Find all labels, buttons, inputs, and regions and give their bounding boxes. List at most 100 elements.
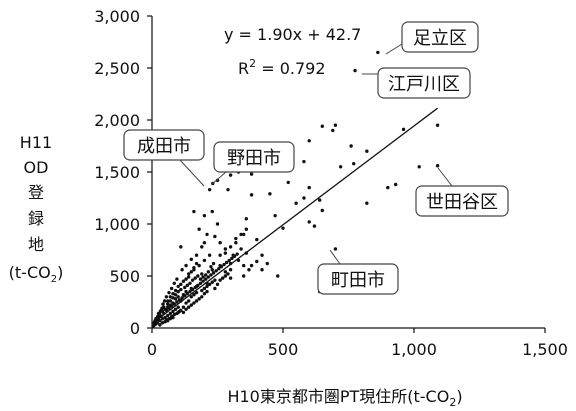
data-point xyxy=(249,193,254,197)
x-axis-title: H10東京都市圏PT現住所(t-CO2) xyxy=(227,387,462,409)
data-point xyxy=(242,263,246,268)
data-point xyxy=(169,304,174,308)
data-point xyxy=(197,263,201,268)
data-point xyxy=(173,297,178,301)
data-point xyxy=(294,201,298,205)
data-point xyxy=(302,196,306,200)
data-point xyxy=(200,295,204,299)
data-point xyxy=(265,261,269,266)
data-point xyxy=(353,68,357,73)
y-tick-label: 2,500 xyxy=(94,59,140,78)
data-point xyxy=(184,301,188,305)
data-point xyxy=(210,209,214,214)
data-point xyxy=(223,251,228,255)
data-point xyxy=(175,300,179,304)
data-point xyxy=(211,261,216,266)
data-point xyxy=(228,245,233,249)
data-point xyxy=(177,298,182,302)
data-point xyxy=(312,224,317,228)
data-point xyxy=(249,263,254,268)
data-point xyxy=(386,185,390,190)
data-point xyxy=(207,253,212,257)
data-point xyxy=(219,264,224,269)
data-point xyxy=(180,296,184,300)
data-point xyxy=(173,288,178,293)
callout-setagaya: 世田谷区 xyxy=(415,167,509,217)
data-point xyxy=(163,320,167,324)
callout-label: 成田市 xyxy=(137,136,191,157)
data-point xyxy=(172,302,176,306)
data-point xyxy=(228,173,233,177)
data-point xyxy=(202,291,207,296)
data-point xyxy=(173,293,178,297)
callout-label: 野田市 xyxy=(227,148,281,169)
data-point xyxy=(189,295,193,299)
data-point xyxy=(184,307,188,311)
data-point xyxy=(209,273,213,277)
data-point xyxy=(230,256,234,261)
data-point xyxy=(193,285,197,290)
data-point xyxy=(168,316,173,321)
data-point xyxy=(217,267,221,271)
regression-equation: y = 1.90x + 42.7 xyxy=(224,25,361,44)
y-axis-title-line: 地 xyxy=(28,235,44,254)
data-point xyxy=(169,286,174,291)
data-point xyxy=(365,201,369,205)
data-point xyxy=(205,284,209,289)
data-point xyxy=(393,182,398,187)
data-point xyxy=(168,299,173,303)
trendline xyxy=(151,107,438,325)
data-point xyxy=(188,289,192,294)
data-point xyxy=(204,273,208,277)
data-point xyxy=(352,161,356,166)
data-point xyxy=(194,253,199,257)
data-point xyxy=(224,260,229,265)
callout-noda: 野田市 xyxy=(211,141,295,185)
data-point xyxy=(210,268,214,272)
data-point xyxy=(213,234,217,239)
data-point xyxy=(228,276,233,280)
data-point xyxy=(179,282,183,287)
data-point xyxy=(186,275,191,279)
data-point xyxy=(365,149,369,153)
data-point xyxy=(177,309,182,314)
y-axis-title: H11 OD 登 録 地 (t-CO2) xyxy=(9,133,64,285)
y-tick-label: 1,000 xyxy=(94,215,140,234)
data-point xyxy=(173,307,178,311)
data-point xyxy=(206,270,211,274)
data-point xyxy=(202,258,207,263)
data-point xyxy=(205,289,209,294)
data-point xyxy=(235,252,239,256)
data-point xyxy=(249,172,254,176)
data-point xyxy=(184,277,188,281)
data-point xyxy=(189,303,193,307)
data-point xyxy=(160,321,165,325)
y-tick-label: 3,000 xyxy=(94,7,140,26)
data-point xyxy=(207,282,212,287)
data-point xyxy=(226,187,230,192)
data-point xyxy=(227,258,231,263)
y-tick-label: 2,000 xyxy=(94,111,140,130)
data-point xyxy=(202,241,207,245)
data-point xyxy=(156,314,160,319)
data-point xyxy=(333,123,338,127)
data-point xyxy=(200,245,204,249)
data-point xyxy=(186,305,191,309)
data-point xyxy=(239,232,243,237)
data-point xyxy=(166,299,170,303)
data-point xyxy=(200,272,204,276)
data-point xyxy=(214,269,218,273)
data-point xyxy=(417,165,421,169)
x-tick-label: 500 xyxy=(268,340,299,359)
data-point xyxy=(228,268,233,272)
data-point xyxy=(164,295,169,299)
data-point xyxy=(183,294,187,298)
callout-edogawa: 江戸川区 xyxy=(362,67,471,99)
data-point xyxy=(168,295,173,299)
data-point xyxy=(193,276,197,280)
data-point xyxy=(202,213,207,218)
y-axis-title-line: 録 xyxy=(28,209,44,228)
data-point xyxy=(201,279,205,283)
data-point xyxy=(196,274,200,278)
data-point xyxy=(186,272,191,276)
